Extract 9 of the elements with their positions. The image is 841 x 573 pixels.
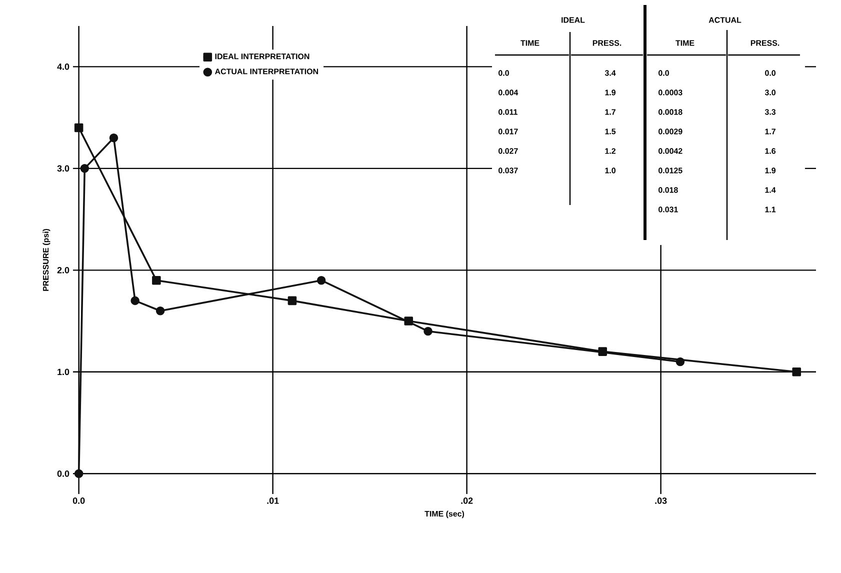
y-tick-label: 0.0: [57, 470, 70, 477]
y-tick-label: 4.0: [57, 64, 70, 70]
y-tick-label: 2.0: [57, 266, 70, 274]
y-tick-label: 3.0: [57, 165, 70, 172]
y-tick-label: 1.0: [58, 368, 70, 376]
x-tick-label: .03: [655, 498, 667, 504]
x-tick-label: .01: [267, 498, 279, 504]
x-tick-label: .02: [461, 498, 473, 504]
x-tick-label: 0.0: [72, 498, 85, 504]
